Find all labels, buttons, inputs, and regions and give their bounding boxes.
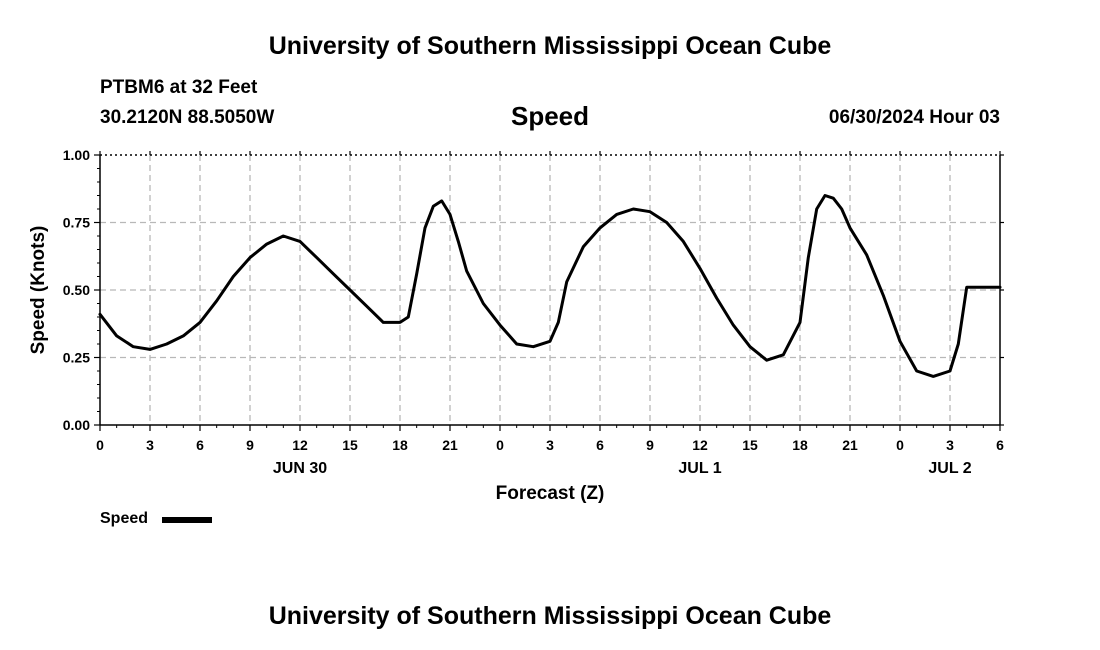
y-tick-label: 1.00 [63, 147, 90, 163]
x-tick-label: 3 [946, 437, 954, 453]
chart-grid [100, 155, 1000, 425]
x-tick-label: 0 [496, 437, 504, 453]
y-axis-label: Speed (Knots) [28, 225, 49, 355]
y-tick-label: 0.00 [63, 417, 90, 433]
y-tick-label: 0.25 [63, 350, 90, 366]
footer-title: University of Southern Mississippi Ocean… [268, 602, 832, 630]
x-tick-label: 6 [996, 437, 1004, 453]
chart-title: Speed [510, 101, 590, 131]
x-tick-label: 15 [742, 437, 758, 453]
page-title: University of Southern Mississippi Ocean… [268, 32, 832, 60]
date-label: JUL 2 [928, 460, 972, 477]
y-tick-label: 0.50 [63, 282, 90, 298]
x-tick-label: 12 [692, 437, 708, 453]
station-label: PTBM6 at 32 Feet [100, 77, 258, 98]
x-tick-label: 18 [792, 437, 808, 453]
x-tick-label: 3 [146, 437, 154, 453]
x-tick-label: 9 [646, 437, 654, 453]
x-tick-label: 0 [896, 437, 904, 453]
legend-label: Speed [100, 510, 149, 527]
x-tick-label: 21 [842, 437, 858, 453]
x-tick-label: 3 [546, 437, 554, 453]
x-tick-label: 18 [392, 437, 408, 453]
chart-series [98, 194, 1002, 378]
x-tick-label: 9 [246, 437, 254, 453]
x-tick-label: 6 [596, 437, 604, 453]
x-tick-label: 0 [96, 437, 104, 453]
chart-ticks: 0 3 6 9 12 15 18 21 0 3 6 9 12 15 18 21 0 3 6 0.00 0.25 0.50 0… [63, 147, 1004, 453]
x-tick-label: 6 [196, 437, 204, 453]
x-tick-label: 12 [292, 437, 308, 453]
date-label: JUL 1 [678, 460, 722, 477]
coordinates-label: 30.2120N 88.5050W [100, 107, 275, 128]
date-label: JUN 30 [272, 460, 328, 477]
y-tick-label: 0.75 [63, 215, 90, 231]
speed-series-line [98, 194, 1002, 378]
datetime-label: 06/30/2024 Hour 03 [828, 107, 1000, 128]
x-tick-label: 15 [342, 437, 358, 453]
x-axis-label: Forecast (Z) [495, 483, 605, 504]
x-tick-label: 21 [442, 437, 458, 453]
